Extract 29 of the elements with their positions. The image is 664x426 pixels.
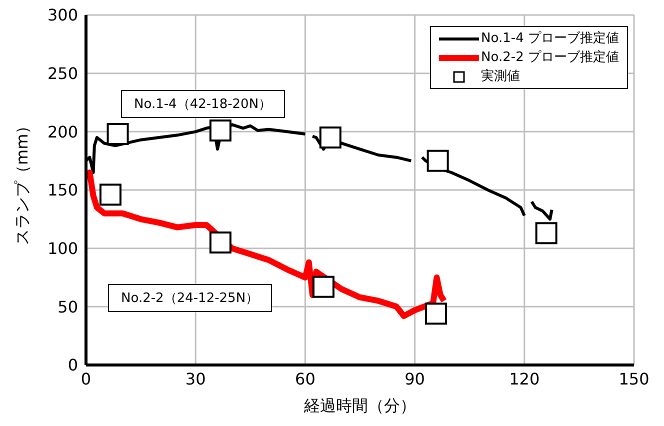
point	[99, 184, 122, 206]
point	[319, 126, 342, 148]
annotation: No.1-4（42-18-20N）	[121, 90, 285, 118]
annotation: No.2-2（24-12-25N）	[108, 284, 272, 312]
x-tick-label: 90	[404, 369, 425, 388]
x-tick-label: 120	[509, 369, 540, 388]
y-tick-label: 0	[68, 356, 78, 375]
x-tick-label: 60	[295, 369, 316, 388]
point	[535, 222, 558, 244]
x-tick-label: 0	[80, 369, 92, 388]
point	[426, 150, 449, 172]
y-tick-label: 250	[47, 64, 78, 84]
x-tick-label: 150	[618, 369, 650, 388]
y-tick-label: 300	[47, 6, 78, 25]
y-tick-label: 100	[47, 239, 78, 258]
y-axis-title: スランプ（mm）	[12, 118, 32, 245]
y-tick-label: 200	[47, 122, 78, 142]
x-axis-title: 経過時間（分）	[303, 396, 416, 415]
legend-label: No.2-2 プローブ推定値	[481, 49, 619, 67]
x-tick-label: 30	[185, 369, 206, 388]
point	[209, 120, 232, 142]
legend-label: 実測値	[481, 68, 520, 86]
point	[312, 276, 334, 298]
legend-label: No.1-4 プローブ推定値	[481, 30, 619, 48]
y-tick-label: 50	[58, 297, 78, 316]
point	[209, 232, 232, 254]
y-tick-label: 150	[47, 180, 78, 200]
point	[106, 123, 129, 145]
point	[424, 302, 447, 325]
